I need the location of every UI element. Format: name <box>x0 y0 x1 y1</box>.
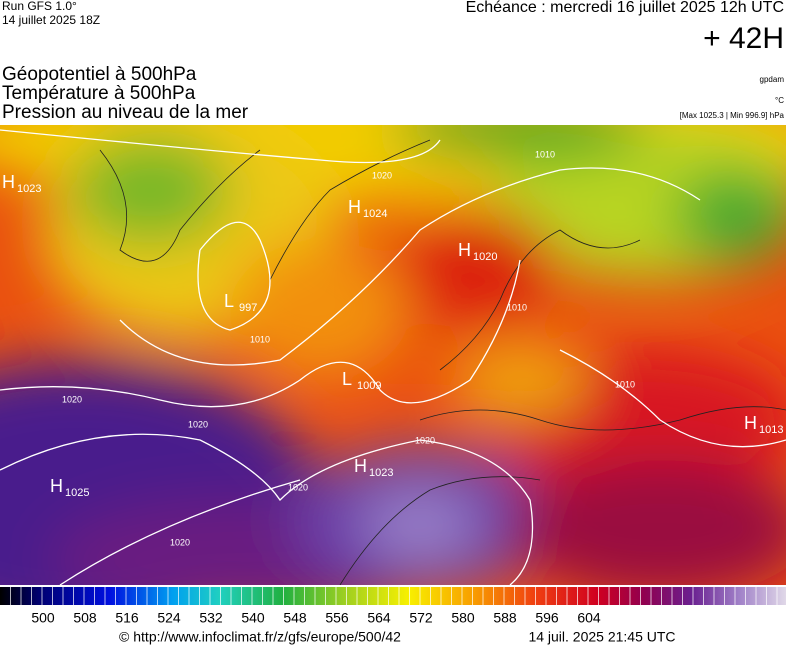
field: Pression au niveau de la mer <box>2 102 249 123</box>
center-kind: H <box>348 197 361 217</box>
run-date: 14 juillet 2025 18Z <box>2 13 100 27</box>
field: Température à 500hPa <box>2 83 196 104</box>
timestamp: 14 juil. 2025 21:45 UTC <box>528 629 675 645</box>
valid-time: Echéance : mercredi 16 juillet 2025 12h … <box>466 0 784 16</box>
colorbar-tick-label: 596 <box>535 610 559 626</box>
colorbar-tick-label: 524 <box>157 610 181 626</box>
center-pressure: 1013 <box>759 424 783 436</box>
unit: [Max 1025.3 | Min 996.9] hPa <box>680 111 785 120</box>
colorbar-tick-label: 540 <box>241 610 265 626</box>
source-url: © http://www.infoclimat.fr/z/gfs/europe/… <box>119 629 401 645</box>
colorbar-tick-label: 604 <box>577 610 601 626</box>
run: Run GFS 1.0° <box>2 0 77 13</box>
colorbar-tick-label: 572 <box>409 610 433 626</box>
lead-time: + 42H <box>703 22 784 55</box>
center-pressure: 1024 <box>363 208 387 220</box>
isobar-label: 1020 <box>415 435 435 445</box>
center-kind: H <box>50 476 63 496</box>
colorbar-tick-label: 500 <box>31 610 55 626</box>
colorbar-tick-label: 580 <box>451 610 475 626</box>
colorbar-tick-label: 556 <box>325 610 349 626</box>
center-pressure: 1023 <box>17 183 41 195</box>
center-kind: H <box>2 172 15 192</box>
isobar-label: 1010 <box>507 302 527 312</box>
colorbar-tick-label: 532 <box>199 610 223 626</box>
unit: °C <box>775 96 784 105</box>
colorbar-tick-label: 516 <box>115 610 139 626</box>
isobar-label: 1020 <box>188 419 208 429</box>
isobar-label: 1020 <box>170 537 190 547</box>
isobar-label: 1010 <box>250 334 270 344</box>
colorbar-tick-label: 588 <box>493 610 517 626</box>
isobar-label: 1010 <box>615 379 635 389</box>
center-pressure: 997 <box>239 302 257 314</box>
center-pressure: 1020 <box>473 251 497 263</box>
colorbar-tick-label: 564 <box>367 610 391 626</box>
center-kind: H <box>744 413 757 433</box>
field: Géopotentiel à 500hPa <box>2 64 197 85</box>
center-kind: L <box>342 369 352 389</box>
isobar-label: 1010 <box>535 149 555 159</box>
center-kind: L <box>224 291 234 311</box>
center-kind: H <box>458 240 471 260</box>
colorbar-ticks: 500 508 516 524 532 540 548 556 564 572 580 588 596 6… <box>10 587 778 626</box>
center-pressure: 1025 <box>65 487 89 499</box>
center-kind: H <box>354 456 367 476</box>
isobar-label: 1020 <box>288 482 308 492</box>
isobar-label: 1020 <box>372 170 392 180</box>
colorbar-tick-label: 548 <box>283 610 307 626</box>
colorbar <box>0 587 786 605</box>
unit: gpdam <box>760 75 785 84</box>
colorbar-tick-label: 508 <box>73 610 97 626</box>
isobar-label: 1020 <box>62 394 82 404</box>
header: Run GFS 1.0° 14 juillet 2025 18Z Echéanc… <box>2 0 785 123</box>
center-pressure: 1023 <box>369 467 393 479</box>
coastlines <box>99 139 786 585</box>
isobars <box>0 129 786 585</box>
center-pressure: 1009 <box>357 380 381 392</box>
